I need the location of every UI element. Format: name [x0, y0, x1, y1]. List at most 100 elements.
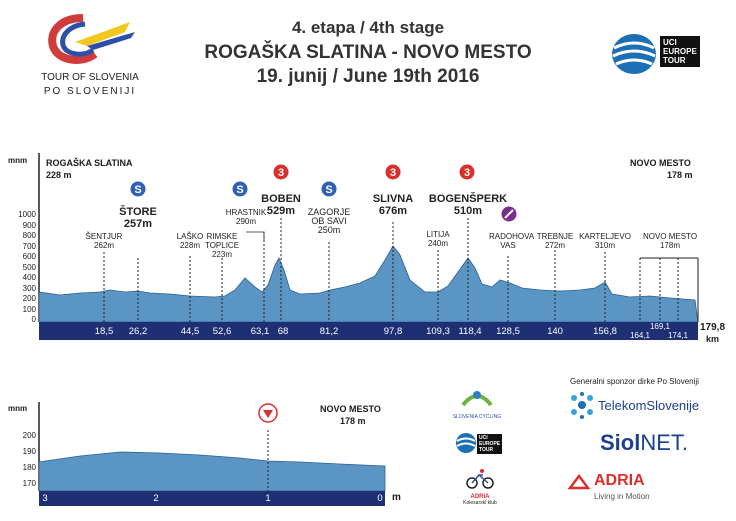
y-tick: 400: [22, 273, 36, 282]
finish-km-mark: 3: [42, 493, 48, 504]
svg-text:3: 3: [390, 167, 396, 179]
slovenia-cycling-logo: SLOVENIA CYCLING: [452, 385, 502, 423]
km-bar: [39, 322, 698, 340]
kom-icon: 3: [272, 163, 290, 181]
flamme-rouge-icon: [258, 403, 278, 423]
y-tick: 900: [22, 221, 36, 230]
km-mark: 128,5: [496, 326, 520, 337]
km-mark: 164,1: [629, 331, 651, 340]
siol-net-text: NET.: [640, 430, 689, 455]
km-mark: 18,5: [94, 326, 114, 337]
y-tick: 800: [22, 231, 36, 240]
finish-alt: 178 m: [340, 416, 366, 426]
finish-y-tick: 200: [22, 431, 36, 440]
km-mark: 97,8: [383, 326, 403, 337]
place-sentjur: ŠENTJUR 262m: [85, 232, 123, 250]
uci-logo: UCI EUROPE TOUR: [610, 32, 705, 77]
siol-text: Siol: [600, 430, 641, 455]
y-tick: 700: [22, 242, 36, 251]
uci-small-globe-icon: [456, 433, 476, 453]
adria-mark-icon: [568, 474, 590, 490]
sprint-icon: S: [320, 180, 338, 198]
y-tick: 300: [22, 284, 36, 293]
kom-icon: 3: [458, 163, 476, 181]
finish-elevation-profile: [38, 451, 386, 492]
place-litija: LITIJA 240m: [426, 230, 450, 248]
date-title: 19. junij / June 19th 2016: [256, 66, 480, 87]
place-hrastnik: HRASTNIK 290m: [225, 208, 267, 226]
svg-text:S: S: [236, 184, 243, 196]
tour-logo-icon: [48, 14, 135, 64]
km-mark: 140: [547, 326, 563, 337]
place-karteljevo: KARTELJEVO 310m: [579, 232, 631, 250]
adria-logo: ADRIA Living in Motion: [568, 472, 708, 506]
place-zagorje: ZAGORJE OB SAVI 250m: [307, 207, 351, 235]
finish-name: NOVO MESTO: [320, 404, 381, 414]
cyclist-icon: [466, 469, 494, 489]
uci-globe-icon: [612, 34, 656, 74]
tour-logo: TOUR OF SLOVENIA PO SLOVENIJI: [35, 10, 145, 100]
place-bogensperk: BOGENŠPERK 510m: [428, 193, 508, 217]
profile-start-name: ROGAŠKA SLATINA: [46, 158, 133, 168]
adria-tagline: Living in Motion: [594, 492, 650, 501]
y-tick: 200: [22, 294, 36, 303]
adria-club-logo: ADRIA Kolesarski klub: [455, 467, 505, 507]
siol-logo: SiolNET.: [600, 430, 688, 456]
place-radohova-vas: RADOHOVA VAS: [489, 232, 535, 250]
adria-club-name: ADRIA: [470, 494, 490, 500]
y-tick: 600: [22, 252, 36, 261]
profile-finish-name: NOVO MESTO: [630, 158, 691, 168]
profile-finish-alt: 178 m: [667, 170, 693, 180]
telekom-text: TelekomSlovenije: [598, 398, 700, 413]
place-trebnje: TREBNJE 272m: [536, 232, 574, 250]
uci-small-line3: TOUR: [479, 447, 494, 453]
place-rimske-toplice: RIMSKE TOPLICE 223m: [204, 232, 240, 259]
profile-unit: mnm: [8, 156, 28, 165]
y-tick: 1000: [18, 210, 36, 219]
finish-y-tick: 180: [22, 463, 36, 472]
svg-text:S: S: [134, 184, 141, 196]
km-mark: 156,8: [593, 326, 617, 337]
uci-logo-line1: UCI: [663, 38, 677, 47]
sprint-icon: S: [129, 180, 147, 198]
uci-logo-line3: TOUR: [663, 56, 686, 65]
km-mark: 109,3: [426, 326, 450, 337]
km-mark: 26,2: [128, 326, 148, 337]
kom-icon: 3: [384, 163, 402, 181]
place-boben: BOBEN 529m: [261, 193, 301, 217]
km-mark: 174,1: [667, 331, 689, 340]
sprint-icon: S: [231, 180, 249, 198]
y-tick: 500: [22, 263, 36, 272]
slovenia-cycling-text: SLOVENIA CYCLING: [452, 414, 502, 420]
finish-y-tick: 170: [22, 479, 36, 488]
finish-profile-chart: [38, 402, 386, 506]
place-store: ŠTORE 257m: [119, 206, 157, 230]
km-mark: 81,2: [319, 326, 339, 337]
km-mark: 118,4: [458, 326, 482, 337]
adria-text: ADRIA: [594, 472, 645, 489]
finish-y-tick: 190: [22, 447, 36, 456]
km-mark: 169,1: [649, 322, 671, 331]
km-mark: 68: [277, 326, 289, 337]
feed-zone-icon: [500, 205, 518, 223]
y-tick: 0: [31, 315, 36, 324]
finish-km-mark: 0: [377, 493, 383, 504]
place-lasko: LAŠKO 228m: [176, 232, 204, 250]
place-novo-mesto: NOVO MESTO 178m: [642, 232, 698, 250]
finish-km-mark: 2: [153, 493, 159, 504]
finish-km-mark: 1: [265, 493, 271, 504]
svg-text:3: 3: [464, 167, 470, 179]
adria-club-sub: Kolesarski klub: [463, 500, 497, 506]
general-sponsor-label: Generalni sponzor dirke Po Sloveniji: [570, 377, 699, 386]
finish-unit: mnm: [8, 404, 28, 413]
km-mark: 44,5: [180, 326, 200, 337]
km-mark: 52,6: [212, 326, 232, 337]
elevation-profile: [38, 245, 699, 323]
telekom-logo: TelekomSlovenije: [568, 390, 708, 422]
uci-small-line1: UCI: [479, 435, 488, 441]
svg-text:3: 3: [278, 167, 284, 179]
stage-title: 4. etapa / 4th stage: [291, 18, 445, 37]
main-profile-chart: [38, 153, 699, 340]
total-km-unit: km: [706, 334, 720, 344]
uci-small-logo: UCI EUROPE TOUR: [455, 432, 505, 458]
